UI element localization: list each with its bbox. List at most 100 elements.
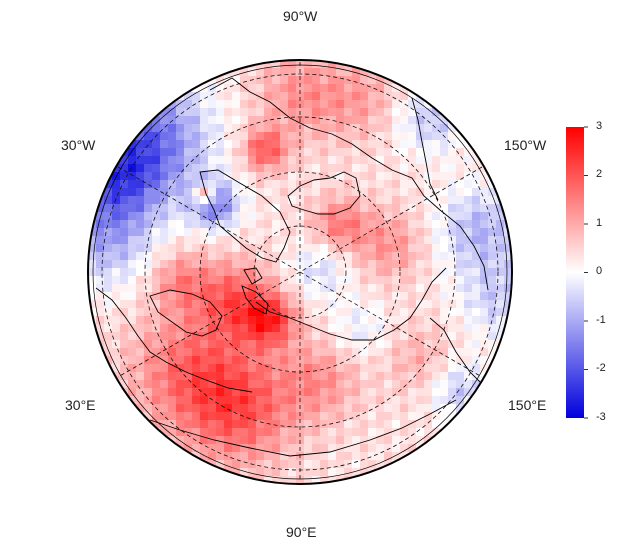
anomaly-cell (464, 180, 473, 189)
anomaly-cell (480, 252, 489, 261)
anomaly-cell (368, 132, 377, 141)
anomaly-cell (232, 156, 241, 165)
anomaly-cell (304, 180, 313, 189)
anomaly-cell (208, 68, 217, 77)
anomaly-cell (392, 396, 401, 405)
anomaly-cell (160, 116, 169, 125)
anomaly-cell (176, 140, 185, 149)
anomaly-cell (384, 124, 393, 133)
anomaly-cell (384, 284, 393, 293)
anomaly-cell (216, 460, 225, 469)
anomaly-cell (328, 196, 337, 205)
anomaly-cell (280, 380, 289, 389)
anomaly-cell (256, 436, 265, 445)
anomaly-cell (288, 204, 297, 213)
anomaly-cell (320, 236, 329, 245)
anomaly-cell (264, 92, 273, 101)
anomaly-cell (136, 356, 145, 365)
anomaly-cell (448, 324, 457, 333)
anomaly-cell (416, 260, 425, 269)
anomaly-cell (376, 268, 385, 277)
anomaly-cell (456, 356, 465, 365)
anomaly-cell (408, 164, 417, 173)
anomaly-cell (312, 372, 321, 381)
anomaly-cell (384, 420, 393, 429)
anomaly-cell (312, 396, 321, 405)
anomaly-cell (328, 244, 337, 253)
anomaly-cell (320, 100, 329, 109)
anomaly-cell (440, 380, 449, 389)
anomaly-cell (352, 452, 361, 461)
anomaly-cell (112, 340, 121, 349)
anomaly-cell (104, 340, 113, 349)
anomaly-cell (128, 308, 137, 317)
anomaly-cell (472, 316, 481, 325)
anomaly-cell (392, 388, 401, 397)
anomaly-cell (280, 116, 289, 125)
anomaly-cell (248, 380, 257, 389)
anomaly-cell (168, 292, 177, 301)
anomaly-cell (304, 372, 313, 381)
anomaly-cell (320, 260, 329, 269)
anomaly-cell (408, 116, 417, 125)
anomaly-cell (416, 84, 425, 93)
anomaly-cell (416, 388, 425, 397)
anomaly-cell (144, 308, 153, 317)
anomaly-cell (368, 420, 377, 429)
anomaly-cell (440, 364, 449, 373)
anomaly-cell (352, 156, 361, 165)
anomaly-cell (176, 196, 185, 205)
anomaly-cell (288, 364, 297, 373)
anomaly-cell (424, 204, 433, 213)
anomaly-cell (360, 260, 369, 269)
anomaly-cell (336, 316, 345, 325)
anomaly-cell (336, 92, 345, 101)
anomaly-cell (120, 196, 129, 205)
anomaly-cell (248, 140, 257, 149)
anomaly-cell (184, 180, 193, 189)
anomaly-cell (504, 244, 512, 253)
anomaly-cell (256, 100, 265, 109)
anomaly-cell (392, 252, 401, 261)
asia-south-coast (149, 399, 457, 457)
anomaly-cell (136, 188, 145, 197)
anomaly-cell (328, 108, 337, 117)
anomaly-cell (96, 292, 105, 301)
anomaly-cell (464, 236, 473, 245)
anomaly-cell (224, 100, 233, 109)
anomaly-cell (448, 244, 457, 253)
anomaly-cell (336, 124, 345, 133)
anomaly-cell (256, 324, 265, 333)
anomaly-cell (96, 244, 105, 253)
anomaly-cell (312, 68, 321, 77)
anomaly-cell (368, 188, 377, 197)
anomaly-cell (176, 100, 185, 109)
anomaly-cell (96, 300, 105, 309)
anomaly-cell (192, 244, 201, 253)
anomaly-cell (328, 100, 337, 109)
anomaly-cell (280, 444, 289, 453)
anomaly-cell (280, 332, 289, 341)
anomaly-cell (400, 436, 409, 445)
anomaly-cell (352, 148, 361, 157)
anomaly-cell (248, 292, 257, 301)
anomaly-cell (480, 388, 489, 397)
anomaly-cell (360, 228, 369, 237)
anomaly-cell (136, 204, 145, 213)
anomaly-cell (488, 236, 497, 245)
anomaly-cell (344, 84, 353, 93)
anomaly-cell (104, 188, 113, 197)
anomaly-cell (384, 404, 393, 413)
anomaly-cell (320, 124, 329, 133)
anomaly-cell (416, 324, 425, 333)
anomaly-cell (256, 236, 265, 245)
anomaly-cell (424, 228, 433, 237)
anomaly-cell (384, 356, 393, 365)
anomaly-cell (336, 284, 345, 293)
anomaly-cell (280, 460, 289, 469)
anomaly-cell (424, 412, 433, 421)
anomaly-cell (464, 356, 473, 365)
anomaly-cell (376, 292, 385, 301)
anomaly-cell (376, 100, 385, 109)
anomaly-cell (200, 132, 209, 141)
